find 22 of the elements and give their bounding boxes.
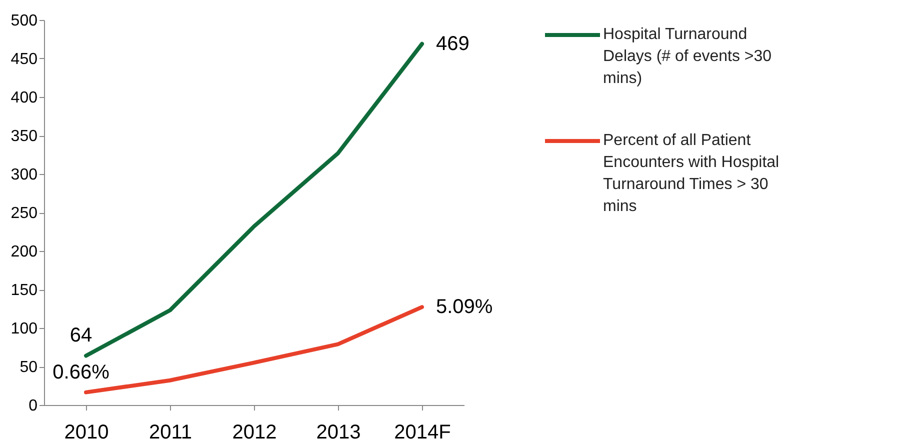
y-tick-label: 500 [10,12,38,30]
y-tick-label: 400 [10,90,38,106]
x-tick-label: 2010 [64,422,109,444]
data-label: 0.66% [52,361,110,384]
y-tick-label: 150 [10,282,38,299]
data-label: 5.09% [436,296,493,318]
y-tick-label: 100 [10,320,38,338]
y-tick-label: 200 [10,244,38,260]
y-tick-label: 350 [10,128,38,145]
legend-label: Hospital Turnaround Delays (# of events >30 mins) [603,26,772,87]
y-tick-label: 300 [10,166,38,184]
y-tick-label: 50 [20,359,38,376]
data-label: 469 [436,32,470,55]
x-tick-label: 2014F [394,422,451,444]
data-label: 64 [70,324,92,347]
y-tick-label: 250 [10,205,38,222]
x-tick-label: 2011 [148,422,192,444]
y-tick-label: 450 [10,51,38,68]
x-tick-label: 2012 [232,422,277,444]
x-tick-label: 2013 [316,422,361,444]
legend-label: Percent of all Patient Encounters with Hospital Turnaround Times > 30 mins [603,132,780,215]
y-tick-label: 0 [28,398,38,414]
